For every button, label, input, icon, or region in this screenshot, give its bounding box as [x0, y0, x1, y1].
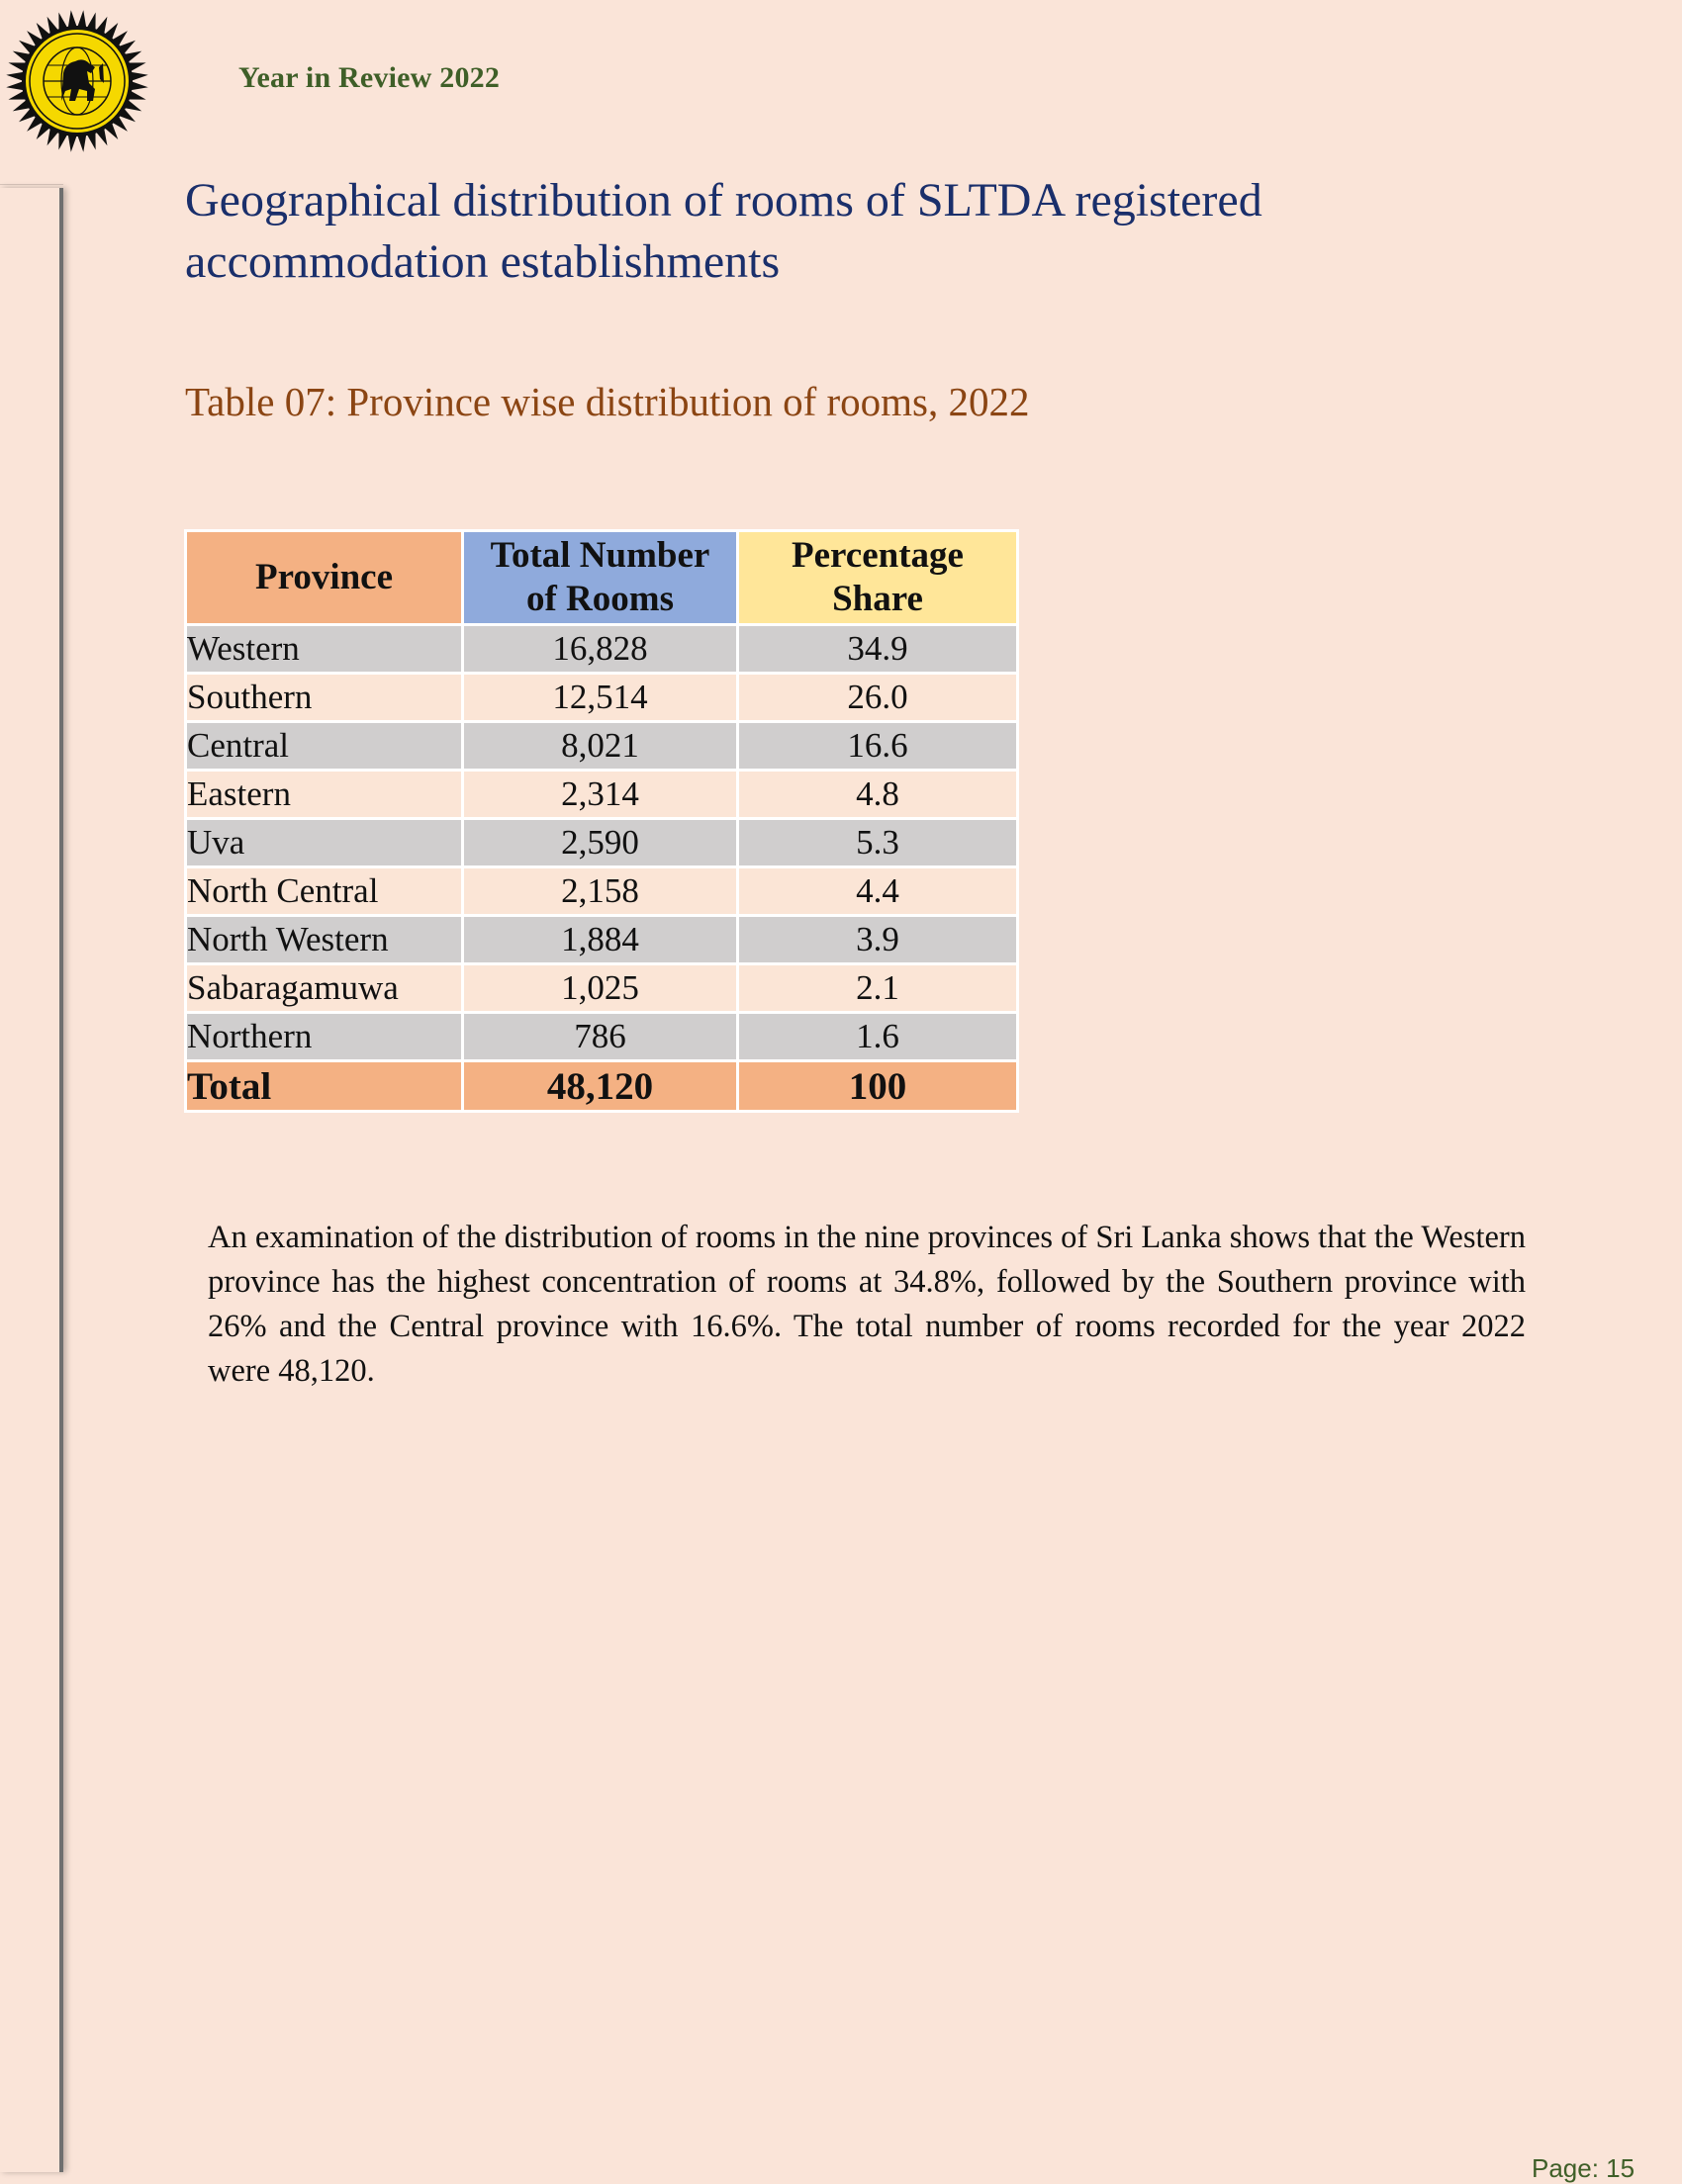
body-paragraph: An examination of the distribution of ro…: [208, 1219, 1526, 1389]
table-row: Eastern 2,314 4.8: [184, 769, 1019, 820]
page-number: Page: 15: [1532, 2153, 1635, 2183]
page-heading: Geographical distribution of rooms of SL…: [185, 170, 1422, 293]
header-percentage-share-line-2: Share: [832, 579, 923, 619]
page-top-rule: [0, 184, 63, 185]
rooms-cell: 2,158: [461, 865, 739, 917]
province-cell: North Central: [184, 865, 464, 917]
share-cell: 5.3: [736, 817, 1019, 868]
province-cell: Western: [184, 623, 464, 675]
header-total-rooms: Total Number of Rooms: [461, 529, 739, 626]
table-row: Southern 12,514 26.0: [184, 672, 1019, 723]
share-cell: 34.9: [736, 623, 1019, 675]
page-left-border: [0, 188, 63, 2172]
total-rooms-cell: 48,120: [461, 1059, 739, 1113]
share-cell: 4.8: [736, 769, 1019, 820]
table-header-row: Province Total Number of Rooms Percentag…: [184, 529, 1019, 626]
rooms-cell: 1,884: [461, 914, 739, 965]
page-heading-line-1: Geographical distribution of rooms of SL…: [185, 174, 1262, 227]
share-cell: 2.1: [736, 962, 1019, 1014]
province-cell: Uva: [184, 817, 464, 868]
header-total-rooms-line-2: of Rooms: [525, 579, 674, 619]
page-heading-line-2: accommodation establishments: [185, 235, 781, 288]
province-cell: Northern: [184, 1011, 464, 1062]
rooms-cell: 8,021: [461, 720, 739, 772]
rooms-cell: 786: [461, 1011, 739, 1062]
share-cell: 16.6: [736, 720, 1019, 772]
province-cell: Eastern: [184, 769, 464, 820]
table-row: Western 16,828 34.9: [184, 623, 1019, 675]
share-cell: 1.6: [736, 1011, 1019, 1062]
total-share-cell: 100: [736, 1059, 1019, 1113]
sltda-logo-icon: [6, 10, 148, 152]
rooms-cell: 12,514: [461, 672, 739, 723]
header-total-rooms-line-1: Total Number: [490, 535, 710, 576]
rooms-cell: 1,025: [461, 962, 739, 1014]
header-percentage-share-line-1: Percentage: [792, 535, 964, 576]
table-row: Uva 2,590 5.3: [184, 817, 1019, 868]
header-title: Year in Review 2022: [238, 61, 501, 94]
table-row: Northern 786 1.6: [184, 1011, 1019, 1062]
table-total-row: Total 48,120 100: [184, 1059, 1019, 1113]
share-cell: 3.9: [736, 914, 1019, 965]
total-label-cell: Total: [184, 1059, 464, 1113]
rooms-cell: 16,828: [461, 623, 739, 675]
province-cell: Southern: [184, 672, 464, 723]
table-row: Central 8,021 16.6: [184, 720, 1019, 772]
table-caption: Table 07: Province wise distribution of …: [185, 379, 1030, 424]
header-province: Province: [184, 529, 464, 626]
province-rooms-table: Province Total Number of Rooms Percentag…: [184, 529, 1019, 1113]
header-percentage-share: Percentage Share: [736, 529, 1019, 626]
share-cell: 4.4: [736, 865, 1019, 917]
share-cell: 26.0: [736, 672, 1019, 723]
table-row: Sabaragamuwa 1,025 2.1: [184, 962, 1019, 1014]
table-row: North Western 1,884 3.9: [184, 914, 1019, 965]
province-cell: North Western: [184, 914, 464, 965]
province-cell: Central: [184, 720, 464, 772]
table-row: North Central 2,158 4.4: [184, 865, 1019, 917]
province-cell: Sabaragamuwa: [184, 962, 464, 1014]
rooms-cell: 2,314: [461, 769, 739, 820]
rooms-cell: 2,590: [461, 817, 739, 868]
